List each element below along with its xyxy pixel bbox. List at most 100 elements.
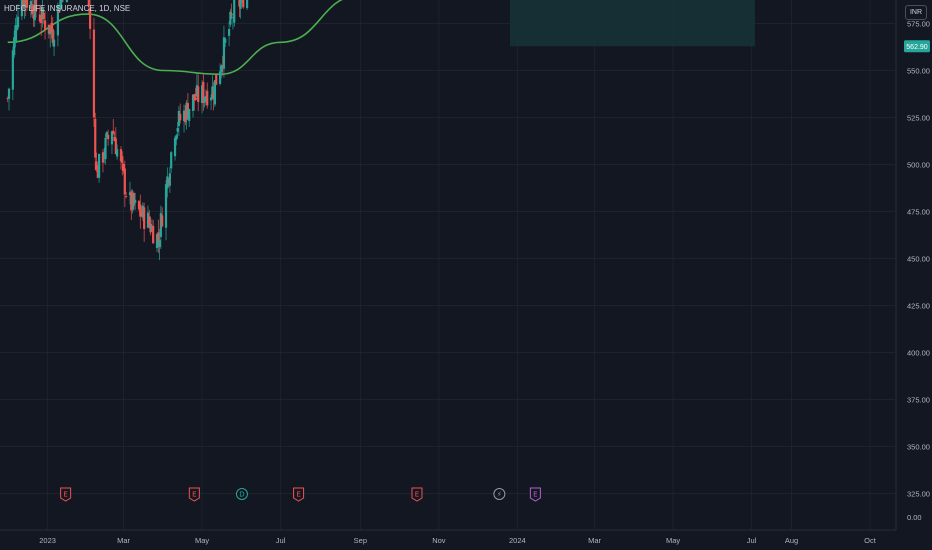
candle-body [215, 74, 218, 85]
x-tick-label: Jul [747, 536, 757, 545]
x-tick-label: 2023 [39, 536, 56, 545]
candle-body [140, 212, 143, 216]
candle-body [221, 64, 224, 67]
candle-body [176, 128, 179, 132]
candle-body [227, 29, 231, 36]
candle-body [94, 118, 97, 158]
y-tick-label: 450.00 [907, 255, 930, 264]
candle-body [242, 0, 245, 8]
y-tick-label: 0.00 [907, 513, 922, 522]
event-marker-dividend[interactable] [235, 488, 248, 500]
x-tick-label: Nov [432, 536, 446, 545]
candle-body [22, 0, 25, 7]
candle-body [212, 91, 215, 99]
candle-body [185, 102, 188, 121]
candle-body [157, 232, 160, 242]
candle-body [123, 168, 126, 195]
candle-body [20, 0, 23, 17]
candle-body [220, 65, 223, 72]
candle-body [141, 205, 144, 218]
x-tick-label: Oct [864, 536, 877, 545]
candle-body [203, 97, 206, 102]
y-tick-label: 375.00 [907, 396, 930, 405]
candle-body [130, 191, 133, 211]
candle-body [177, 110, 180, 127]
candle-body [116, 149, 119, 157]
y-tick-label: 425.00 [907, 302, 930, 311]
y-tick-label: 500.00 [907, 161, 930, 170]
event-marker-earnings[interactable] [60, 487, 72, 502]
chart-title: HDFC LIFE INSURANCE, 1D, NSE [4, 4, 131, 13]
event-marker-earnings[interactable] [188, 487, 200, 502]
candle-body [15, 26, 18, 31]
candle-body [14, 25, 17, 41]
candle-body [149, 223, 152, 233]
candle-body [173, 137, 177, 157]
y-tick-label: 400.00 [907, 349, 930, 358]
candle-body [97, 153, 101, 178]
candle-body [148, 216, 151, 225]
event-marker-label: E [533, 491, 537, 499]
candle-body [161, 215, 164, 227]
candle-body [193, 94, 196, 101]
candle-body [87, 0, 90, 7]
x-tick-label: Mar [117, 536, 130, 545]
candle-body [6, 98, 9, 99]
candle-body [158, 239, 161, 248]
candle-body [229, 11, 232, 25]
candle-body [204, 96, 208, 103]
candle-body [231, 17, 235, 18]
candle-body [230, 14, 233, 15]
candle-body [25, 0, 29, 8]
candle-body [170, 152, 173, 169]
candle-body [200, 85, 204, 104]
candle-body [152, 225, 155, 244]
candle-body [206, 90, 209, 106]
candle-body [184, 110, 187, 123]
y-tick-label: 575.00 [907, 20, 930, 29]
candle-body [58, 10, 61, 13]
event-marker-earnings[interactable] [411, 487, 423, 502]
candle-body [52, 39, 56, 47]
candle-body [213, 80, 217, 105]
event-marker-earnings[interactable] [293, 487, 305, 502]
candle-body [95, 161, 98, 170]
price-axis[interactable] [896, 0, 932, 550]
price-label-text: 562.90 [906, 44, 928, 51]
candle-body [16, 16, 20, 28]
candle-body [186, 103, 189, 119]
candle-body [209, 97, 213, 101]
candle-body [31, 4, 34, 15]
candle-body [51, 28, 54, 43]
x-tick-label: Mar [588, 536, 601, 545]
candle-body [164, 184, 168, 228]
candle-body [202, 81, 205, 103]
candle-body [96, 169, 99, 178]
candle-body [7, 88, 11, 99]
candle-body [49, 27, 52, 35]
x-tick-label: 2024 [509, 536, 526, 545]
candle-body [155, 234, 159, 248]
candle-body [112, 130, 115, 134]
candle-body [233, 0, 236, 23]
candle-body [104, 137, 107, 160]
candle-body [239, 0, 242, 9]
candle-body [59, 0, 62, 9]
event-marker-split[interactable] [493, 488, 506, 500]
candle-body [139, 204, 142, 217]
candle-body [101, 152, 105, 163]
candle-body [211, 86, 214, 99]
candle-body [179, 113, 182, 121]
candle-body [197, 86, 200, 103]
candle-body [218, 71, 222, 84]
candle-body [150, 225, 153, 231]
candle-body [134, 199, 137, 203]
y-tick-label: 550.00 [907, 67, 930, 76]
candle-body [32, 15, 35, 19]
event-marker-earnings-upcoming[interactable] [529, 487, 541, 502]
position-target-zone[interactable] [510, 0, 755, 47]
currency-button[interactable]: INR [905, 5, 927, 20]
candle-body [159, 213, 162, 237]
candle-body [222, 37, 226, 69]
